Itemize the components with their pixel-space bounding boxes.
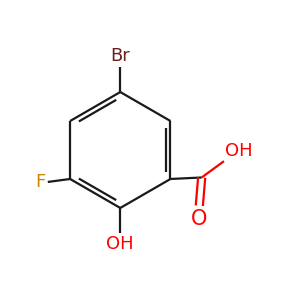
Text: O: O (191, 209, 208, 229)
Text: OH: OH (106, 235, 134, 253)
Text: OH: OH (226, 142, 253, 160)
Text: Br: Br (110, 47, 130, 65)
Text: F: F (35, 173, 45, 191)
